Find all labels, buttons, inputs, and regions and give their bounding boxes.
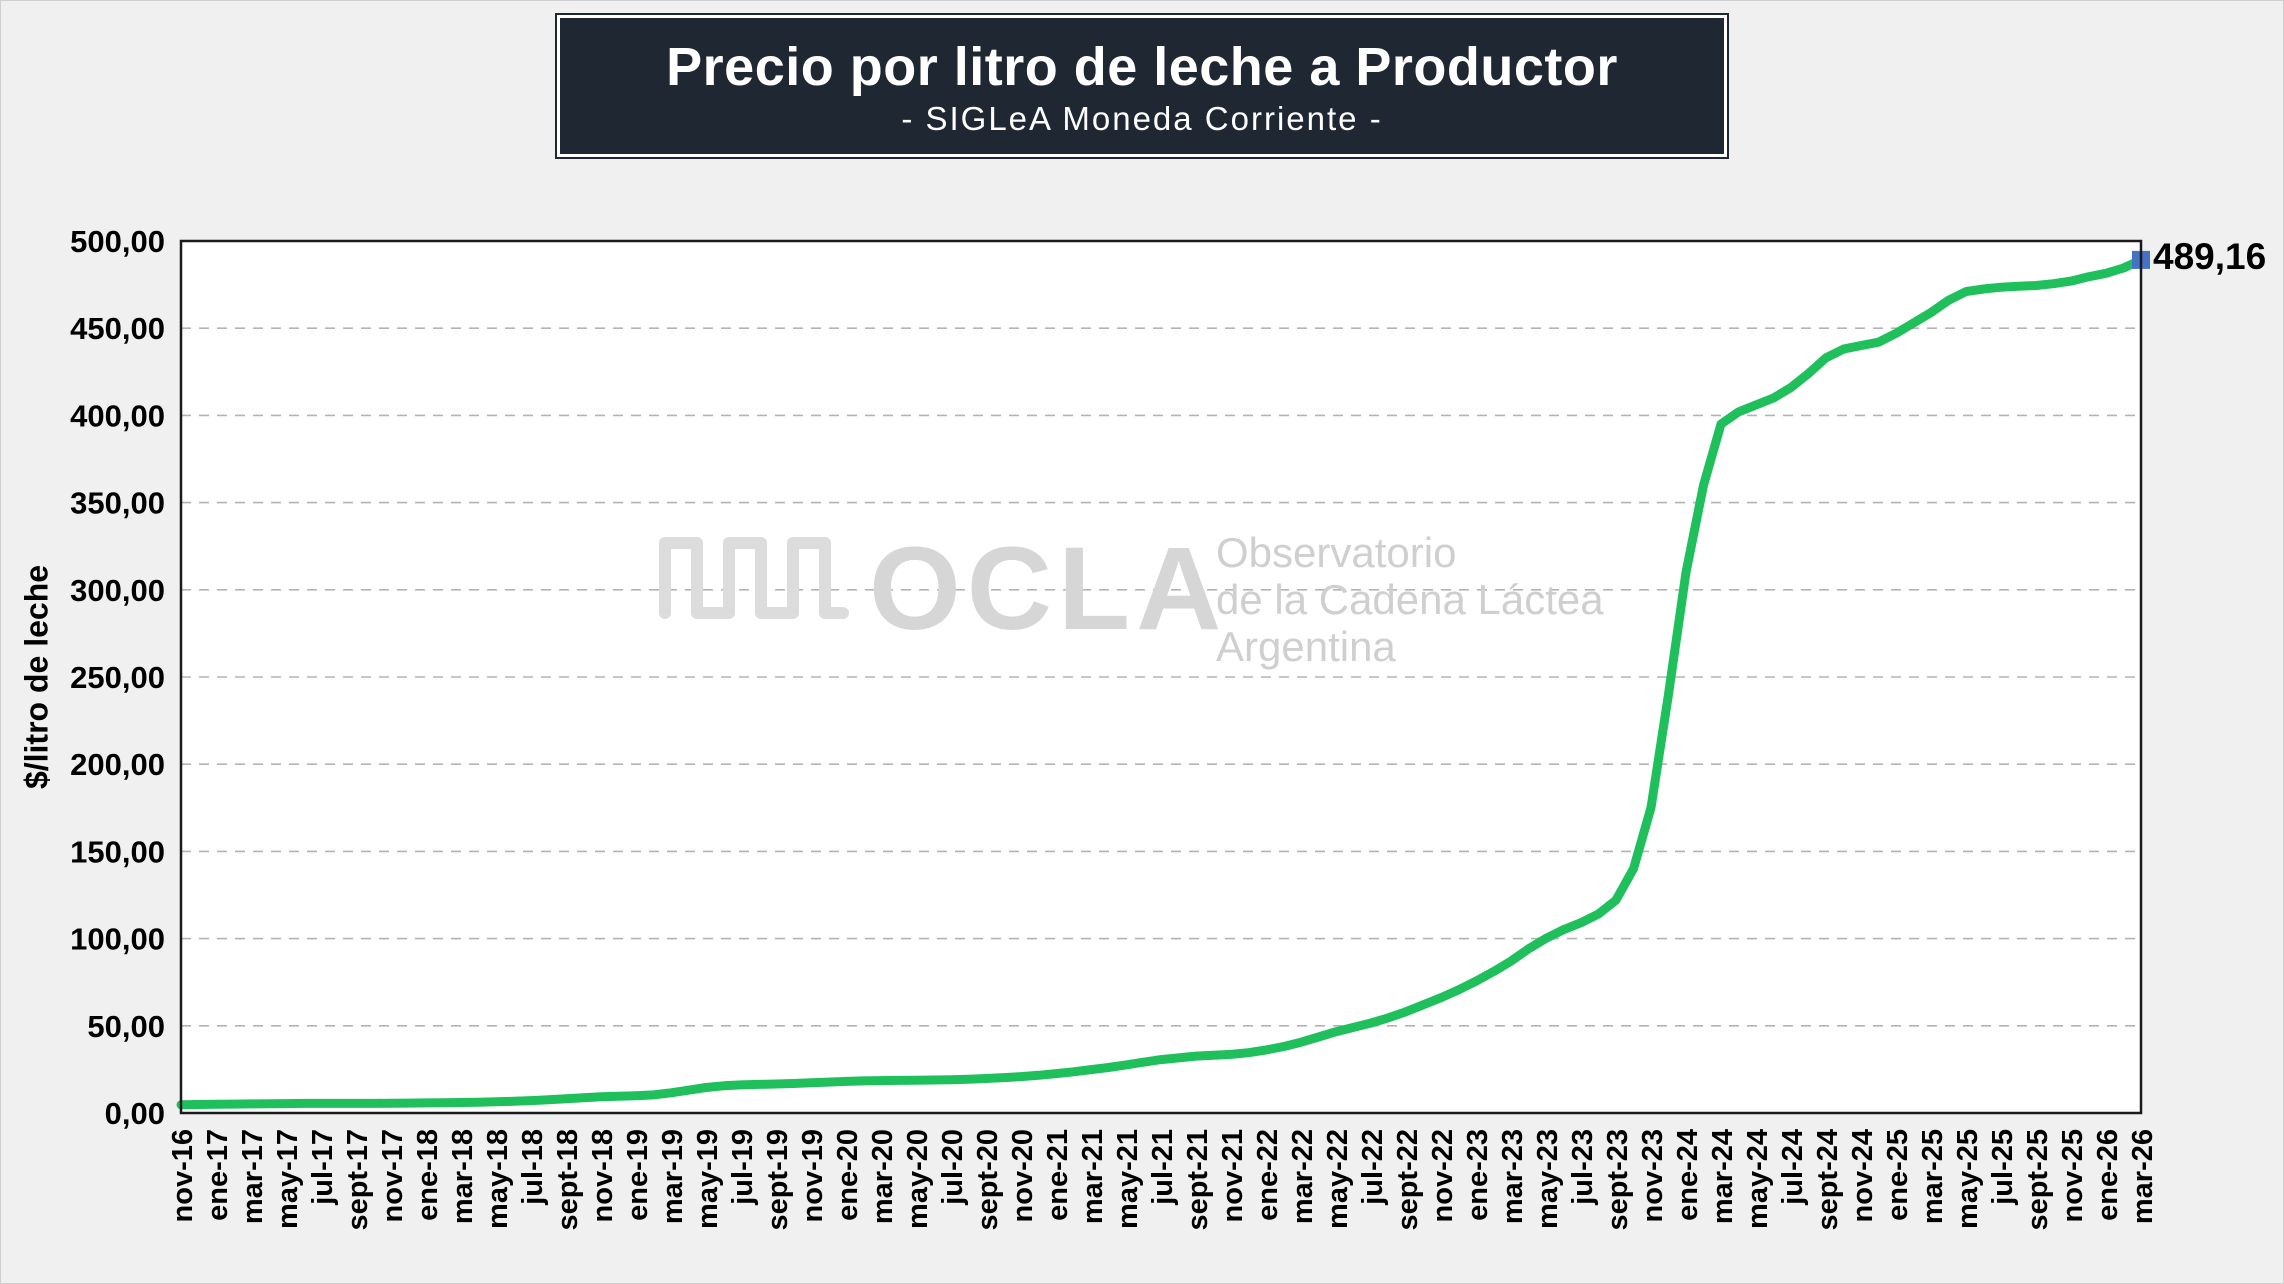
x-tick-label: ene-19: [622, 1129, 654, 1221]
y-tick-label: 50,00: [87, 1009, 165, 1044]
watermark-line: de la Cadena Láctea: [1216, 576, 1604, 623]
x-tick-label: mar-22: [1287, 1129, 1319, 1224]
x-tick-label: sept-21: [1182, 1129, 1214, 1231]
y-tick-label: 200,00: [70, 747, 165, 782]
x-tick-label: ene-23: [1462, 1129, 1494, 1221]
x-tick-label: mar-26: [2127, 1129, 2159, 1224]
x-tick-label: jul-18: [517, 1129, 549, 1206]
x-tick-label: jul-23: [1567, 1129, 1599, 1206]
x-tick-label: mar-20: [867, 1129, 899, 1224]
y-tick-label: 250,00: [70, 660, 165, 695]
x-tick-label: jul-25: [1987, 1129, 2019, 1206]
x-tick-label: mar-23: [1497, 1129, 1529, 1224]
x-tick-label: nov-25: [2057, 1129, 2089, 1222]
y-tick-label: 300,00: [70, 573, 165, 608]
chart-title-box: Precio por litro de leche a Productor - …: [555, 13, 1729, 159]
x-tick-label: nov-23: [1637, 1129, 1669, 1222]
x-tick-label: ene-17: [202, 1129, 234, 1221]
x-tick-label: ene-21: [1042, 1129, 1074, 1221]
x-tick-label: sept-25: [2022, 1129, 2054, 1231]
x-tick-label: mar-19: [657, 1129, 689, 1224]
x-tick-label: sept-23: [1602, 1129, 1634, 1231]
x-tick-label: may-20: [902, 1129, 934, 1229]
x-tick-label: jul-24: [1777, 1129, 1809, 1206]
x-tick-label: ene-25: [1882, 1129, 1914, 1221]
x-tick-label: may-19: [692, 1129, 724, 1229]
x-tick-label: jul-22: [1357, 1129, 1389, 1206]
plot-border: [179, 239, 2143, 1115]
x-tick-label: mar-21: [1077, 1129, 1109, 1224]
x-tick-label: sept-24: [1812, 1129, 1844, 1231]
x-tick-label: may-23: [1532, 1129, 1564, 1229]
x-tick-label: sept-18: [552, 1129, 584, 1231]
x-tick-label: sept-19: [762, 1129, 794, 1231]
y-tick-label: 100,00: [70, 922, 165, 957]
x-tick-label: ene-26: [2092, 1129, 2124, 1221]
y-tick-label: 400,00: [70, 398, 165, 433]
chart-title: Precio por litro de leche a Productor: [666, 37, 1618, 97]
x-tick-label: ene-18: [412, 1129, 444, 1221]
x-tick-label: nov-22: [1427, 1129, 1459, 1222]
x-tick-label: may-22: [1322, 1129, 1354, 1229]
x-tick-label: mar-17: [237, 1129, 269, 1224]
x-tick-label: nov-24: [1847, 1129, 1879, 1222]
x-tick-label: nov-20: [1007, 1129, 1039, 1222]
x-tick-label: jul-21: [1147, 1129, 1179, 1206]
y-tick-label: 150,00: [70, 834, 165, 869]
x-tick-label: mar-25: [1917, 1129, 1949, 1224]
x-tick-label: jul-20: [937, 1129, 969, 1206]
x-tick-label: nov-16: [167, 1129, 199, 1222]
y-tick-label: 0,00: [105, 1096, 165, 1131]
watermark-brand: OCLA: [869, 523, 1227, 655]
x-tick-label: sept-20: [972, 1129, 1004, 1231]
x-tick-label: may-21: [1112, 1129, 1144, 1229]
y-tick-label: 350,00: [70, 486, 165, 521]
y-tick-label: 450,00: [70, 311, 165, 346]
end-value-label: 489,16: [2153, 235, 2267, 277]
x-tick-label: jul-17: [307, 1129, 339, 1206]
x-tick-label: may-24: [1742, 1129, 1774, 1229]
watermark-line: Observatorio: [1216, 529, 1456, 576]
chart-subtitle: - SIGLeA Moneda Corriente -: [901, 100, 1383, 137]
x-tick-label: nov-19: [797, 1129, 829, 1222]
x-tick-label: may-17: [272, 1129, 304, 1229]
watermark-line: Argentina: [1216, 623, 1396, 670]
x-tick-label: ene-24: [1672, 1129, 1704, 1221]
ocla-logo-icon: [659, 537, 849, 619]
x-tick-label: may-25: [1952, 1129, 1984, 1229]
x-tick-label: mar-24: [1707, 1129, 1739, 1224]
x-tick-label: nov-17: [377, 1129, 409, 1222]
x-tick-label: sept-22: [1392, 1129, 1424, 1231]
x-tick-label: ene-20: [832, 1129, 864, 1221]
y-tick-label: 500,00: [70, 224, 165, 259]
price-line: [176, 255, 2146, 1110]
x-tick-label: nov-18: [587, 1129, 619, 1222]
x-tick-label: sept-17: [342, 1129, 374, 1231]
x-tick-label: mar-18: [447, 1129, 479, 1224]
x-tick-label: may-18: [482, 1129, 514, 1229]
x-tick-label: ene-22: [1252, 1129, 1284, 1221]
x-tick-label: nov-21: [1217, 1129, 1249, 1222]
x-tick-label: jul-19: [727, 1129, 759, 1206]
